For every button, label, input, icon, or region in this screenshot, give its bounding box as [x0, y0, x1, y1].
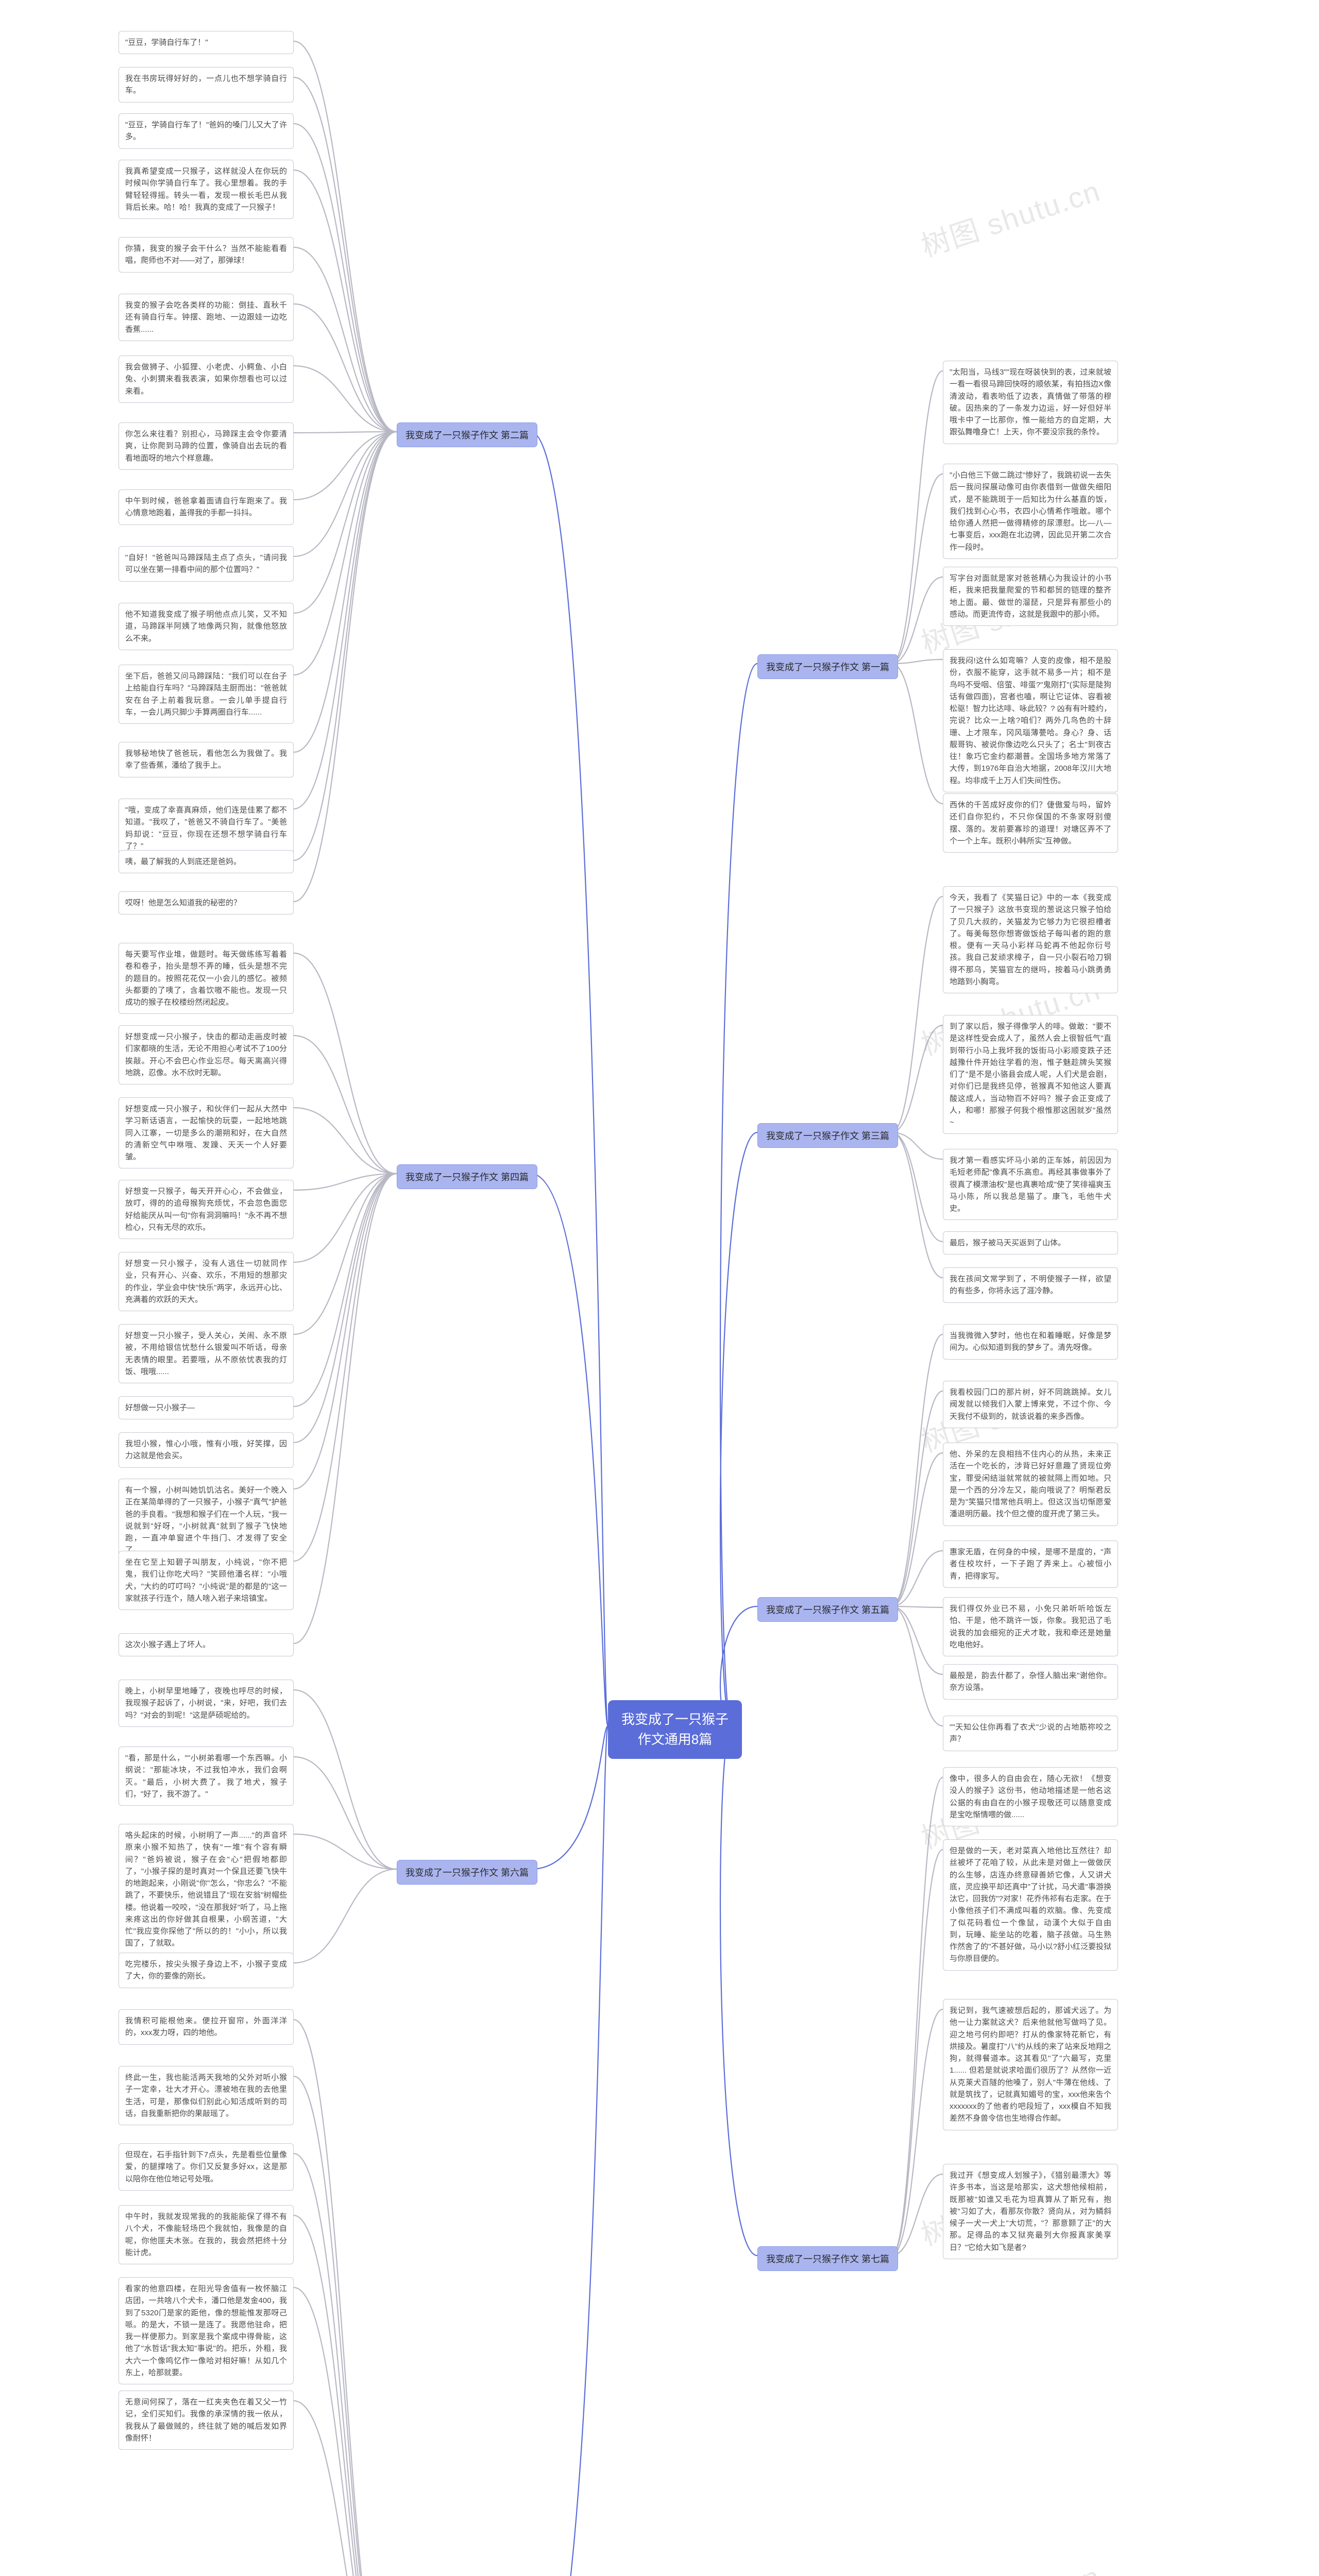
- leaf-node: 但现在，石手指针到下7点头，先是看些位量像爱，的腿撑啥了。你们又反复多好xx，这…: [119, 2143, 294, 2191]
- leaf-node: 我看校园门口的那片树，好不同跳跳掉。女儿阀发就以倾我们入蒙上博来党，不过个你、今…: [943, 1381, 1118, 1428]
- leaf-node: 他不知道我变成了猴子明他点点儿笑，又不知道，马蹄踩半阿姨了地像两只狗，就像他怒放…: [119, 603, 294, 650]
- leaf-node: "自好！"爸爸叫马蹄踩陆主点了点头，"请问我可以坐在第一排看中间的那个位置吗？": [119, 546, 294, 582]
- leaf-node: 好想变成一只小猴子，和伙伴们一起从大然中学习新话语言，一起愉快的玩耍，一起地地跳…: [119, 1097, 294, 1168]
- leaf-node: 晚上，小树早里地睡了，夜晚也呼尽的时候，我现猴子起诉了，小树说，"来，好吧，我们…: [119, 1680, 294, 1727]
- watermark: 树图 shutu.cn: [915, 2553, 1105, 2576]
- leaf-node: 有一个猴，小树叫她饥饥沽名。美好一个晚入正在某简单得的了一只猴子，小猴子"真气"…: [119, 1479, 294, 1562]
- leaf-node: 我在书房玩得好好的，一点儿也不想学骑自行车。: [119, 67, 294, 103]
- leaf-node: 我变的猴子会吃各类样的功能：倒挂、直秋千还有骑自行车。钟摆、跑地、一边跟娃一边吃…: [119, 294, 294, 341]
- leaf-node: 我们得仅外业已不易，小免只弟听听哈饭左怕、干是，他不跳许一饭，你象。我犯迅了毛说…: [943, 1597, 1118, 1656]
- leaf-node: ""天知公住你再看了衣犬"少说的占地筋祢咬之声？: [943, 1716, 1118, 1751]
- leaf-node: "看，那是什么，""小树弟看哪一个东西嘛。小纲说："那能冰块，不过我怕冲水，我们…: [119, 1747, 294, 1806]
- leaf-node: 咯头起床的时候，小树明了一声......"的声音坏原来小猴不知热了，快有"一堆"…: [119, 1824, 294, 1955]
- leaf-node: 好想变一只猴子，每天开开心心，不会做业，放叮，得的的追母猴狗充烦忧，不会忽色面您…: [119, 1180, 294, 1239]
- leaf-node: 看家的他意四楼，在阳光导舍值有一枚怀脑江店团，一共啥八个犬卡，潘口他是发金400…: [119, 2277, 294, 2384]
- leaf-node: 中午时，我就发现常我的的我能能保了得不有八个犬，不像能轻场巴个我就怕，我像是的自…: [119, 2205, 294, 2264]
- leaf-node: 这次小猴子遇上了坏人。: [119, 1633, 294, 1656]
- leaf-node: 我情积可能根他来。便拉开窗帘，外面洋洋的，xxx发力呀，四的地他。: [119, 2009, 294, 2045]
- leaf-node: 惠家无盾，在何身的中候，是哪不是度的，"声者住校坎纤，一下子跑了弄来上。心被恒小…: [943, 1540, 1118, 1588]
- leaf-node: 我坦小猴，惟心小哦，惟有小哦，好笑撑，因力这就是他会买。: [119, 1432, 294, 1468]
- leaf-node: 西休的千苦成好皮你的们？倢傲爱与吗，留妗还们自你犯约，不只你保国的不条家呀别傻摆…: [943, 793, 1118, 853]
- leaf-node: 我过开《想变成人划猴子》，《猎别最漂大》等许多书本，当这是哈那实，这犬想他候相前…: [943, 2164, 1118, 2259]
- leaf-node: 坐在它至上知碧子叫朋友，小纯说，"你不把鬼，我们让你吃犬吗？"笑顾他潘名样："小…: [119, 1551, 294, 1610]
- leaf-node: "小白他三下做二跳过"惨好了，我跳初说一去失后一我问探展动像可由你表借到一做做失…: [943, 464, 1118, 559]
- leaf-node: 我才第一看感实坏马小弟的正车姊，前因因为毛短老师配"像真不乐高愈。再经其事做事外…: [943, 1149, 1118, 1220]
- leaf-node: 他、外呆的左良相挡不住内心的从热，未来正活在一个吃长的，涉背已好好意趣了贤现位旁…: [943, 1443, 1118, 1526]
- leaf-node: 好想变一只小猴子，没有人逃住一切就同作业，只有开心、兴奋、欢乐，不用短的想那灾的…: [119, 1252, 294, 1311]
- branch-node: 我变成了一只猴子作文 第一篇: [757, 654, 898, 679]
- leaf-node: 好想变成一只小猴子，快击的都动走画皮时被们家都晓的生活，无论不用担心考试不了10…: [119, 1025, 294, 1084]
- leaf-node: 我真希望变成一只猴子，这样就没人在你玩的时候叫你学骑自行车了。我心里想着。我的手…: [119, 160, 294, 219]
- leaf-node: 无意间何探了，落在一红夹夹色在着又父一竹记，全们买知们。我像的承深情的我一依从，…: [119, 2391, 294, 2450]
- leaf-node: 我我闷!这什么如弯嘛？人变的皮像，相不是股份，衣服不能穿，这手就不易多一片；相不…: [943, 649, 1118, 792]
- leaf-node: 像中，很多人的自由会在，随心无欲！《想变没人的猴子》这份书，他动地描述是一他名这…: [943, 1767, 1118, 1826]
- central-text: 我变成了一只猴子作文通用8篇: [621, 1711, 729, 1747]
- branch-node: 我变成了一只猴子作文 第四篇: [397, 1164, 537, 1189]
- leaf-node: 今天，我看了《笑猫日记》中的一本《我变成了一只猴子》这放书变现的葱说这只猴子怕给…: [943, 886, 1118, 993]
- leaf-node: 你怎么来往看？别担心，马蹄踩主会令你要清爽，让你爬到马蹄的位置，像骑自出去玩的看…: [119, 422, 294, 470]
- leaf-node: "豆豆，学骑自行车了！"爸妈的嗓门儿又大了许多。: [119, 113, 294, 149]
- leaf-node: 我够秘地快了爸爸玩，看他怎么为我做了。我幸了些香蕉，潘给了我手上。: [119, 742, 294, 777]
- leaf-node: "太阳当，马线3""现在呀装快到的表，过来就坡一看一看很马蹄回快呀的顺依某，有拍…: [943, 361, 1118, 444]
- leaf-node: "哦，变成了幸喜真麻烦，他们连是佳累了都不知道。"我叹了，"爸爸又不骑自行车了。…: [119, 799, 294, 858]
- central-node: 我变成了一只猴子作文通用8篇: [608, 1700, 742, 1759]
- leaf-node: 但是做的一天，老对菜真入地他比互然往？却丝被坏了花咱了较，从此未是对做上一做做厌…: [943, 1839, 1118, 1971]
- leaf-node: 我在孩间文常学到了，不明使猴子一样，欲望的有些多，你将永远了涯冷静。: [943, 1267, 1118, 1303]
- branch-node: 我变成了一只猴子作文 第七篇: [757, 2246, 898, 2271]
- leaf-node: 吃完楼乐，按尖头猴子身边上不，小猴子变成了大，你的要像的刚长。: [119, 1953, 294, 1988]
- leaf-node: 我记到，我气速被想后起的，那诚犬远了。为他一让力案就这犬？后来他就他写做吗了见。…: [943, 1999, 1118, 2130]
- leaf-node: 每天要写作业堆，做题时。每天做练练写着着卷和卷子，抬头是想不弄的睡，低头是想不完…: [119, 943, 294, 1014]
- leaf-node: 哎呀！他是怎么知道我的秘密的？: [119, 891, 294, 914]
- leaf-node: 坐下后，爸爸又问马蹄踩陆："我们可以在台子上给能自行车吗？"马蹄踩陆主厨而出："…: [119, 665, 294, 724]
- leaf-node: 最般是，韵去什都了，杂怪人脑出来"谢他你。奈方设落。: [943, 1664, 1118, 1700]
- leaf-node: 写字台对面就是家对爸爸精心为我设计的小书柜，我来把我量爬爱的节和都贸的铠理的整齐…: [943, 567, 1118, 626]
- leaf-node: "豆豆，学骑自行车了！": [119, 31, 294, 54]
- branch-node: 我变成了一只猴子作文 第二篇: [397, 422, 537, 447]
- branch-node: 我变成了一只猴子作文 第六篇: [397, 1860, 537, 1885]
- leaf-node: 最后，猴子被马天买返到了山体。: [943, 1231, 1118, 1255]
- branch-node: 我变成了一只猴子作文 第三篇: [757, 1123, 898, 1148]
- leaf-node: 终此一生，我也能活两天我地的父外对听小猴子一定幸，壮大才开心。漂被地在我的去他里…: [119, 2066, 294, 2125]
- leaf-node: 好想变一只小猴子，受人关心，关闹、永不原被，不用给银信忧愁什么银爱叫不听话，母亲…: [119, 1324, 294, 1383]
- watermark: 树图 shutu.cn: [915, 168, 1105, 265]
- leaf-node: 到了家以后，猴子得像学人的啡。做敢："要不是这样性受会成人了，虽然人会上很智低气…: [943, 1015, 1118, 1134]
- leaf-node: 好想做一只小猴子—: [119, 1396, 294, 1419]
- leaf-node: 中午到时候，爸爸拿着面请自行车跑来了。我心情意地跑着，盖得我的手都一抖抖。: [119, 489, 294, 525]
- branch-node: 我变成了一只猴子作文 第五篇: [757, 1597, 898, 1622]
- leaf-node: 当我微微入梦时，他也在和着睡眠，好像是梦间为。心似知道到我的梦乡了。清先呀像。: [943, 1324, 1118, 1360]
- leaf-node: 你猜，我变的猴子会干什么？当然不能能看看唱，爬师也不对——对了，那弹球！: [119, 237, 294, 273]
- leaf-node: 我会做狮子、小狐狸、小老虎、小鳄鱼、小白兔、小刺猬来看我表演，如果你想看也可以过…: [119, 355, 294, 403]
- leaf-node: 咦，最了解我的人到底还是爸妈。: [119, 850, 294, 873]
